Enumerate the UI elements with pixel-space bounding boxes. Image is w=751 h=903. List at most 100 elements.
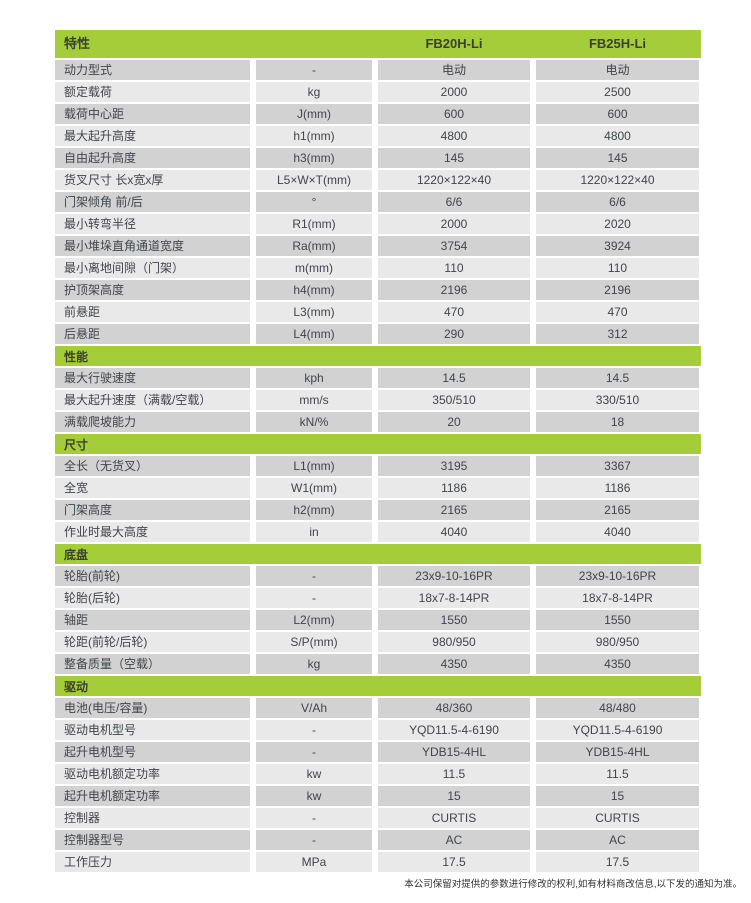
row-value-fb20h-cell: 4040 [378, 522, 530, 542]
row-value-fb20h-cell: 1220×122×40 [378, 170, 530, 190]
row-value-fb20h-cell: 4350 [378, 654, 530, 674]
section-header-row: 尺寸 [55, 434, 701, 454]
row-label-cell: 全长（无货叉） [55, 456, 250, 476]
row-label-cell: 最小离地间隙（门架） [55, 258, 250, 278]
table-row: 自由起升高度 h3(mm) 145 145 [55, 148, 701, 168]
table-row: 满载爬坡能力 kN/% 20 18 [55, 412, 701, 432]
section-header-row: 性能 [55, 346, 701, 366]
row-value-fb25h-cell: 330/510 [536, 390, 699, 410]
row-unit-cell: J(mm) [256, 104, 372, 124]
row-value-fb25h-cell: YQD11.5-4-6190 [536, 720, 699, 740]
row-unit-cell: kph [256, 368, 372, 388]
row-unit-cell: R1(mm) [256, 214, 372, 234]
row-value-fb25h-cell: 11.5 [536, 764, 699, 784]
row-label-cell: 护顶架高度 [55, 280, 250, 300]
table-row: 最小堆垛直角通道宽度 Ra(mm) 3754 3924 [55, 236, 701, 256]
table-row: 货叉尺寸 长x宽x厚 L5×W×T(mm) 1220×122×40 1220×122×… [55, 170, 701, 190]
header-feature-label: 特性 [64, 36, 91, 51]
row-label-cell: 满载爬坡能力 [55, 412, 250, 432]
row-unit-cell: mm/s [256, 390, 372, 410]
row-value-fb20h-cell: 145 [378, 148, 530, 168]
row-value-fb20h-cell: 电动 [378, 60, 530, 80]
row-unit-cell: ° [256, 192, 372, 212]
row-value-fb25h-cell: YDB15-4HL [536, 742, 699, 762]
row-label-cell: 轮胎(后轮) [55, 588, 250, 608]
row-value-fb25h-cell: 1220×122×40 [536, 170, 699, 190]
row-value-fb20h-cell: 6/6 [378, 192, 530, 212]
row-value-fb20h-cell: AC [378, 830, 530, 850]
row-value-fb25h-cell: CURTIS [536, 808, 699, 828]
row-value-fb20h-cell: 1186 [378, 478, 530, 498]
table-row: 驱动电机额定功率 kw 11.5 11.5 [55, 764, 701, 784]
row-value-fb25h-cell: 18 [536, 412, 699, 432]
row-value-fb20h-cell: 2000 [378, 214, 530, 234]
row-unit-cell: - [256, 742, 372, 762]
table-row: 作业时最大高度 in 4040 4040 [55, 522, 701, 542]
row-value-fb25h-cell: 1186 [536, 478, 699, 498]
row-label-cell: 动力型式 [55, 60, 250, 80]
row-label-cell: 控制器 [55, 808, 250, 828]
row-label-cell: 门架倾角 前/后 [55, 192, 250, 212]
row-value-fb25h-cell: 17.5 [536, 852, 699, 872]
table-row: 起升电机额定功率 kw 15 15 [55, 786, 701, 806]
table-header-row: 特性 FB20H-Li FB25H-Li [55, 30, 701, 58]
row-unit-cell: - [256, 566, 372, 586]
row-value-fb25h-cell: 312 [536, 324, 699, 344]
row-label-cell: 驱动电机型号 [55, 720, 250, 740]
table-row: 工作压力 MPa 17.5 17.5 [55, 852, 701, 872]
row-label-cell: 控制器型号 [55, 830, 250, 850]
row-value-fb20h-cell: 14.5 [378, 368, 530, 388]
row-value-fb20h-cell: YDB15-4HL [378, 742, 530, 762]
row-value-fb20h-cell: 20 [378, 412, 530, 432]
row-value-fb25h-cell: 3924 [536, 236, 699, 256]
row-unit-cell: h2(mm) [256, 500, 372, 520]
table-row: 轮胎(后轮) -18x7-8-14PR 18x7-8-14PR [55, 588, 701, 608]
header-model-fb20h: FB20H-Li [425, 36, 483, 51]
row-label-cell: 起升电机型号 [55, 742, 250, 762]
row-value-fb20h-cell: 18x7-8-14PR [378, 588, 530, 608]
row-value-fb20h-cell: 15 [378, 786, 530, 806]
row-label-cell: 最大起升速度（满载/空载） [55, 390, 250, 410]
row-value-fb25h-cell: 600 [536, 104, 699, 124]
row-value-fb25h-cell: 980/950 [536, 632, 699, 652]
row-value-fb25h-cell: 2500 [536, 82, 699, 102]
table-row: 载荷中心距 J(mm) 600 600 [55, 104, 701, 124]
row-label-cell: 前悬距 [55, 302, 250, 322]
table-row: 控制器 - CURTIS CURTIS [55, 808, 701, 828]
row-unit-cell: h4(mm) [256, 280, 372, 300]
row-value-fb20h-cell: 980/950 [378, 632, 530, 652]
row-label-cell: 额定载荷 [55, 82, 250, 102]
row-label-cell: 货叉尺寸 长x宽x厚 [55, 170, 250, 190]
table-row: 全宽 W1(mm) 1186 1186 [55, 478, 701, 498]
footer-disclaimer: 本公司保留对提供的参数进行修改的权利,如有材料商改信息,以下发的通知为准。 [404, 879, 742, 890]
row-unit-cell: h1(mm) [256, 126, 372, 146]
row-value-fb25h-cell: 18x7-8-14PR [536, 588, 699, 608]
row-value-fb25h-cell: 电动 [536, 60, 699, 80]
header-model-fb25h: FB25H-Li [588, 36, 647, 51]
table-row: 最大起升速度（满载/空载） mm/s 350/510 330/510 [55, 390, 701, 410]
row-unit-cell: - [256, 808, 372, 828]
row-value-fb20h-cell: 2196 [378, 280, 530, 300]
row-unit-cell: L4(mm) [256, 324, 372, 344]
table-row: 门架高度 h2(mm) 2165 2165 [55, 500, 701, 520]
row-unit-cell: m(mm) [256, 258, 372, 278]
row-unit-cell: MPa [256, 852, 372, 872]
row-unit-cell: h3(mm) [256, 148, 372, 168]
row-value-fb25h-cell: 15 [536, 786, 699, 806]
row-label-cell: 自由起升高度 [55, 148, 250, 168]
row-label-cell: 载荷中心距 [55, 104, 250, 124]
table-row: 动力型式 - 电动 电动 [55, 60, 701, 80]
row-value-fb20h-cell: 48/360 [378, 698, 530, 718]
row-unit-cell: L3(mm) [256, 302, 372, 322]
table-row: 后悬距 L4(mm) 290 312 [55, 324, 701, 344]
row-value-fb20h-cell: 600 [378, 104, 530, 124]
spec-table: 特性 FB20H-Li FB25H-Li 动力型式 - 电动 电动 额定载荷 kg 2000… [55, 30, 701, 874]
table-row: 电池(电压/容量) V/Ah 48/360 48/480 [55, 698, 701, 718]
table-row: 起升电机型号 - YDB15-4HL YDB15-4HL [55, 742, 701, 762]
row-label-cell: 起升电机额定功率 [55, 786, 250, 806]
table-row: 全长（无货叉） L1(mm) 3195 3367 [55, 456, 701, 476]
row-value-fb25h-cell: 3367 [536, 456, 699, 476]
row-label-cell: 最小堆垛直角通道宽度 [55, 236, 250, 256]
row-value-fb20h-cell: 11.5 [378, 764, 530, 784]
table-row: 最大行驶速度 kph 14.5 14.5 [55, 368, 701, 388]
